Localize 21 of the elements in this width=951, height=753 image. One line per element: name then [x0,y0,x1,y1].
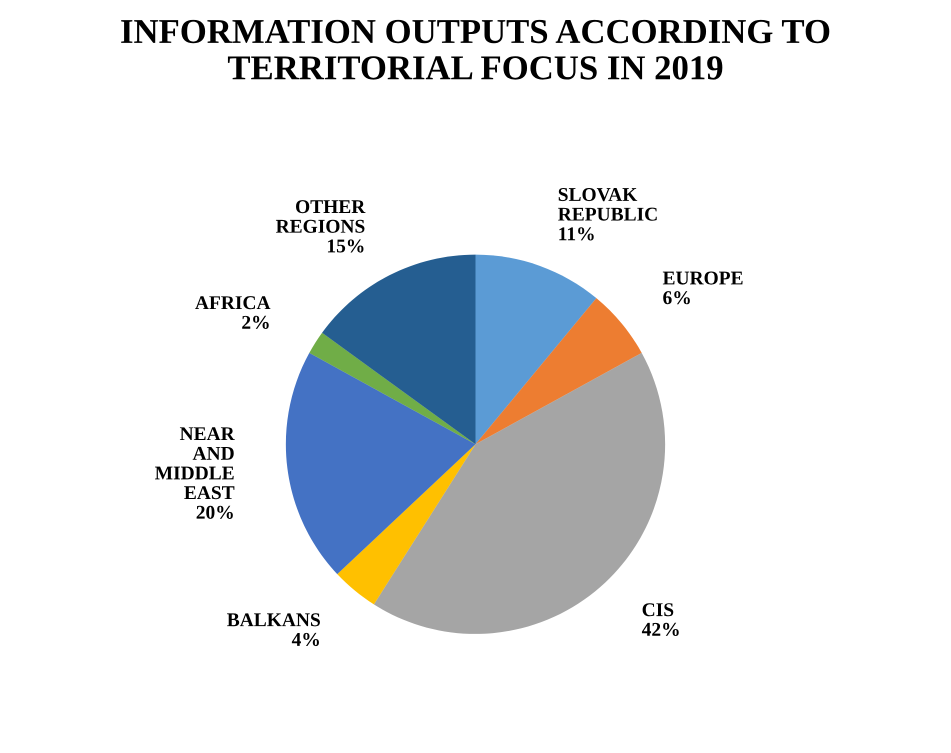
chart-title: INFORMATION OUTPUTS ACCORDING TO TERRITORIAL FOCUS IN 2019 [121,20,830,80]
pie-slice [476,298,642,444]
pie-slice [476,254,596,444]
slice-label: AFRICA [195,296,270,310]
pie-slice [286,352,476,574]
slice-label: CIS [642,603,674,616]
pie-slice [337,444,476,604]
slice-label: EUROPE [662,272,743,285]
data-label: 20% [196,506,233,519]
data-label: 4% [292,632,319,646]
slice-label: OTHER REGIONS [276,200,366,233]
data-label: 11% [559,227,594,240]
data-label: 6% [663,291,690,304]
data-label: 2% [242,316,269,329]
data-label: 15% [328,239,364,253]
slice-label: NEAR AND MIDDLE EAST [155,427,235,500]
slice-label: SLOVAK REPUBLIC [558,188,657,221]
data-label: 42% [642,622,679,636]
slice-label: BALKANS [227,613,320,626]
pie-slice [322,254,476,444]
pie-slice [309,332,476,444]
